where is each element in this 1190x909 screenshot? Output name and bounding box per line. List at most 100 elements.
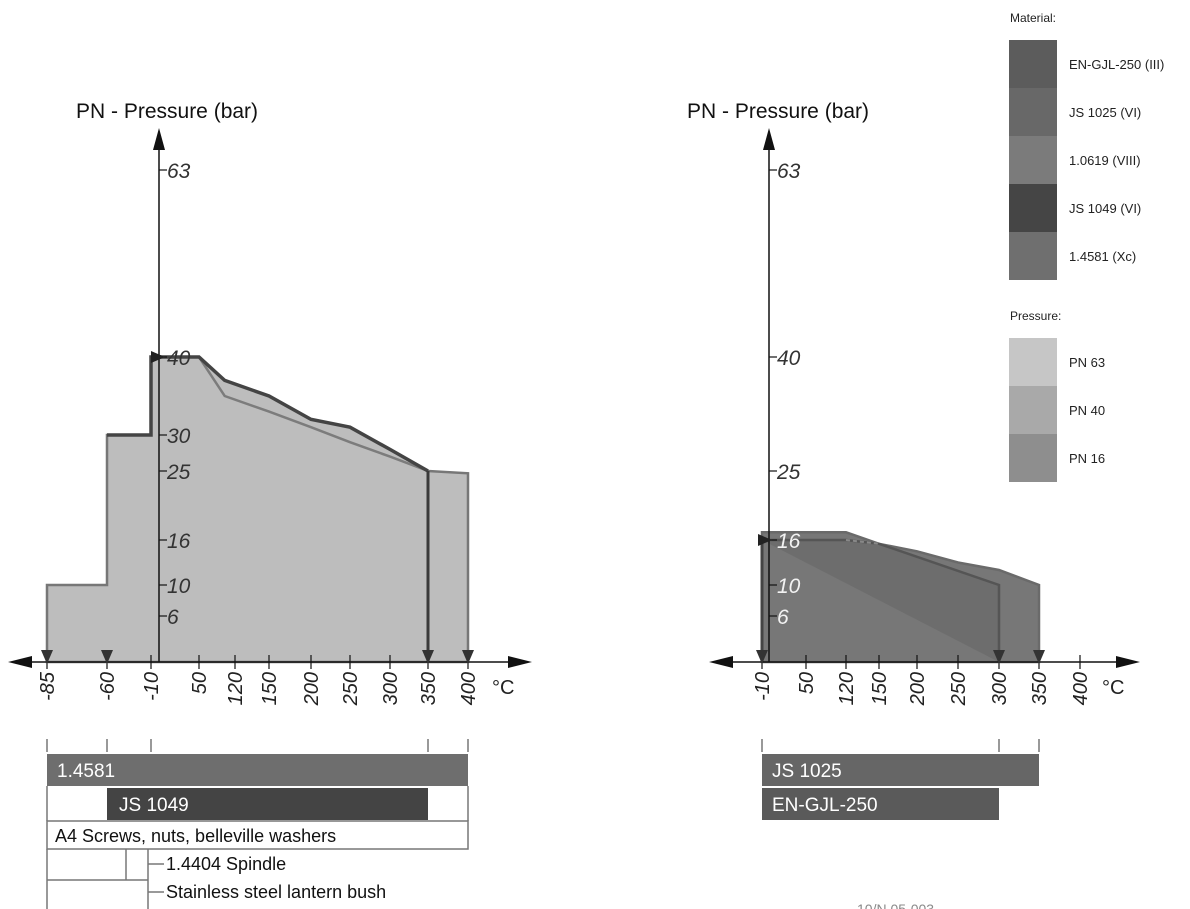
right-xtick-label-200: 200 xyxy=(907,672,929,706)
right-ytick-label-16: 16 xyxy=(777,530,801,553)
legend-pressures: PN 63 PN 40 PN 16 xyxy=(1009,338,1105,482)
right-plot-area xyxy=(760,531,1041,664)
right-y-axis-arrow-icon xyxy=(763,128,775,150)
left-y-axis-label: PN - Pressure (bar) xyxy=(76,100,258,123)
left-x-unit: °C xyxy=(492,677,514,699)
right-ytick-label-40: 40 xyxy=(777,347,801,370)
right-xtick-label-120: 120 xyxy=(836,672,858,705)
left-bar-0 xyxy=(47,754,468,786)
left-ytick-label-40: 40 xyxy=(167,347,191,370)
legend-pressure-label-0: PN 63 xyxy=(1069,355,1105,370)
right-x-axis-right-arrow-icon xyxy=(1116,656,1140,668)
right-bar-1 xyxy=(762,788,999,820)
legend-material-label-4: 1.4581 (Xc) xyxy=(1069,249,1136,264)
spindle-label: 1.4404 Spindle xyxy=(166,854,286,874)
legend: Material: EN-GJL-250 (III) JS 1025 (VI) 1.… xyxy=(1009,11,1164,482)
right-y-ticks: 6 10 16 25 40 63 xyxy=(769,160,801,629)
legend-pressure-label-2: PN 16 xyxy=(1069,451,1105,466)
left-xtick-label--60: -60 xyxy=(97,672,119,701)
left-xtick-label-400: 400 xyxy=(458,672,480,705)
left-series-0-area xyxy=(45,355,470,664)
legend-pressure-label-1: PN 40 xyxy=(1069,403,1105,418)
left-arrow-350-icon xyxy=(422,650,434,664)
right-chart: PN - Pressure (bar) °C 6 10 16 25 40 63 -10 50… xyxy=(687,100,1140,820)
legend-material-swatch-0 xyxy=(1009,40,1057,88)
right-pressure-arrow-icon xyxy=(758,534,772,546)
legend-pressure-title: Pressure: xyxy=(1010,309,1061,323)
right-temperature-arrows xyxy=(756,534,1045,664)
left-x-ticks: -85 -60 -10 50 120 150 200 250 300 350 400 xyxy=(37,655,480,706)
right-xtick-label-150: 150 xyxy=(869,672,891,705)
legend-material-label-1: JS 1025 (VI) xyxy=(1069,105,1141,120)
right-series-0-area xyxy=(760,531,1041,664)
legend-material-label-2: 1.0619 (VIII) xyxy=(1069,153,1141,168)
lantern-bush-label: Stainless steel lantern bush xyxy=(166,882,386,902)
left-xtick-label--85: -85 xyxy=(37,671,59,701)
right-arrow-350-icon xyxy=(1033,650,1045,664)
left-x-axis-right-arrow-icon xyxy=(508,656,532,668)
right-xtick-label-250: 250 xyxy=(948,672,970,706)
left-xtick-label-350: 350 xyxy=(418,672,440,705)
parts-row-label: A4 Screws, nuts, belleville washers xyxy=(55,826,336,846)
right-x-axis-left-arrow-icon xyxy=(709,656,733,668)
right-material-bars: JS 1025 EN-GJL-250 xyxy=(761,739,1040,820)
left-arrow--60-icon xyxy=(101,650,113,664)
left-xtick-label-200: 200 xyxy=(301,672,323,706)
right-bar-0 xyxy=(762,754,1039,786)
left-ytick-label-30: 30 xyxy=(167,425,191,448)
left-ytick-label-6: 6 xyxy=(167,606,179,629)
left-xtick-label-300: 300 xyxy=(380,672,402,705)
right-ytick-label-10: 10 xyxy=(777,575,801,598)
left-x-axis-left-arrow-icon xyxy=(8,656,32,668)
right-y-axis-label: PN - Pressure (bar) xyxy=(687,100,869,123)
right-ytick-label-25: 25 xyxy=(776,461,801,484)
left-xtick-label-120: 120 xyxy=(225,672,247,705)
left-xtick-label-150: 150 xyxy=(259,672,281,705)
parts-row-box xyxy=(46,820,469,850)
left-ytick-label-16: 16 xyxy=(167,530,191,553)
legend-pressure-swatch-0 xyxy=(1009,338,1057,386)
legend-pressure-swatch-1 xyxy=(1009,386,1057,434)
left-ytick-label-10: 10 xyxy=(167,575,191,598)
left-plot-area xyxy=(45,355,470,664)
left-xtick-label--10: -10 xyxy=(141,672,163,701)
left-ytick-label-63: 63 xyxy=(167,160,191,183)
right-xtick-label-400: 400 xyxy=(1070,672,1092,705)
left-arrow-400-icon xyxy=(462,650,474,664)
left-max-pressure-edge xyxy=(107,355,429,473)
left-bar-label-1: JS 1049 xyxy=(119,795,189,816)
right-xtick-label--10: -10 xyxy=(752,672,774,701)
left-xtick-label-250: 250 xyxy=(340,672,362,706)
legend-material-swatch-1 xyxy=(1009,88,1057,136)
right-bar-label-1: EN-GJL-250 xyxy=(772,795,878,816)
left-chart: PN - Pressure (bar) °C 6 10 16 25 30 40 63 -85… xyxy=(8,100,532,909)
legend-material-label-0: EN-GJL-250 (III) xyxy=(1069,57,1164,72)
right-ytick-label-63: 63 xyxy=(777,160,801,183)
left-bar-label-0: 1.4581 xyxy=(57,761,115,782)
right-series-1-line xyxy=(762,538,1001,662)
legend-material-swatch-4 xyxy=(1009,232,1057,280)
legend-pressure-swatch-2 xyxy=(1009,434,1057,482)
left-y-axis-arrow-icon xyxy=(153,128,165,150)
footer-code: 10/N 05-003 xyxy=(857,901,934,909)
right-dashed-transition xyxy=(845,539,880,545)
left-xtick-label-50: 50 xyxy=(189,672,211,694)
legend-material-swatch-2 xyxy=(1009,136,1057,184)
left-pressure-arrow-icon xyxy=(151,351,165,363)
left-ytick-label-25: 25 xyxy=(166,461,191,484)
right-xtick-label-50: 50 xyxy=(796,672,818,694)
right-x-unit: °C xyxy=(1102,677,1124,699)
left-y-ticks: 6 10 16 25 30 40 63 xyxy=(159,160,191,629)
left-temperature-arrows xyxy=(41,351,474,664)
legend-material-title: Material: xyxy=(1010,11,1056,25)
left-bar-1 xyxy=(107,788,428,820)
parts-table: A4 Screws, nuts, belleville washers 1.44… xyxy=(46,820,469,909)
right-arrow--10-icon xyxy=(756,650,768,664)
right-ytick-label-6: 6 xyxy=(777,606,789,629)
legend-material-swatch-3 xyxy=(1009,184,1057,232)
left-series-1-line xyxy=(151,355,429,473)
right-x-ticks: -10 50 120 150 200 250 300 350 400 xyxy=(752,655,1092,706)
legend-materials: EN-GJL-250 (III) JS 1025 (VI) 1.0619 (VIII… xyxy=(1009,40,1164,280)
